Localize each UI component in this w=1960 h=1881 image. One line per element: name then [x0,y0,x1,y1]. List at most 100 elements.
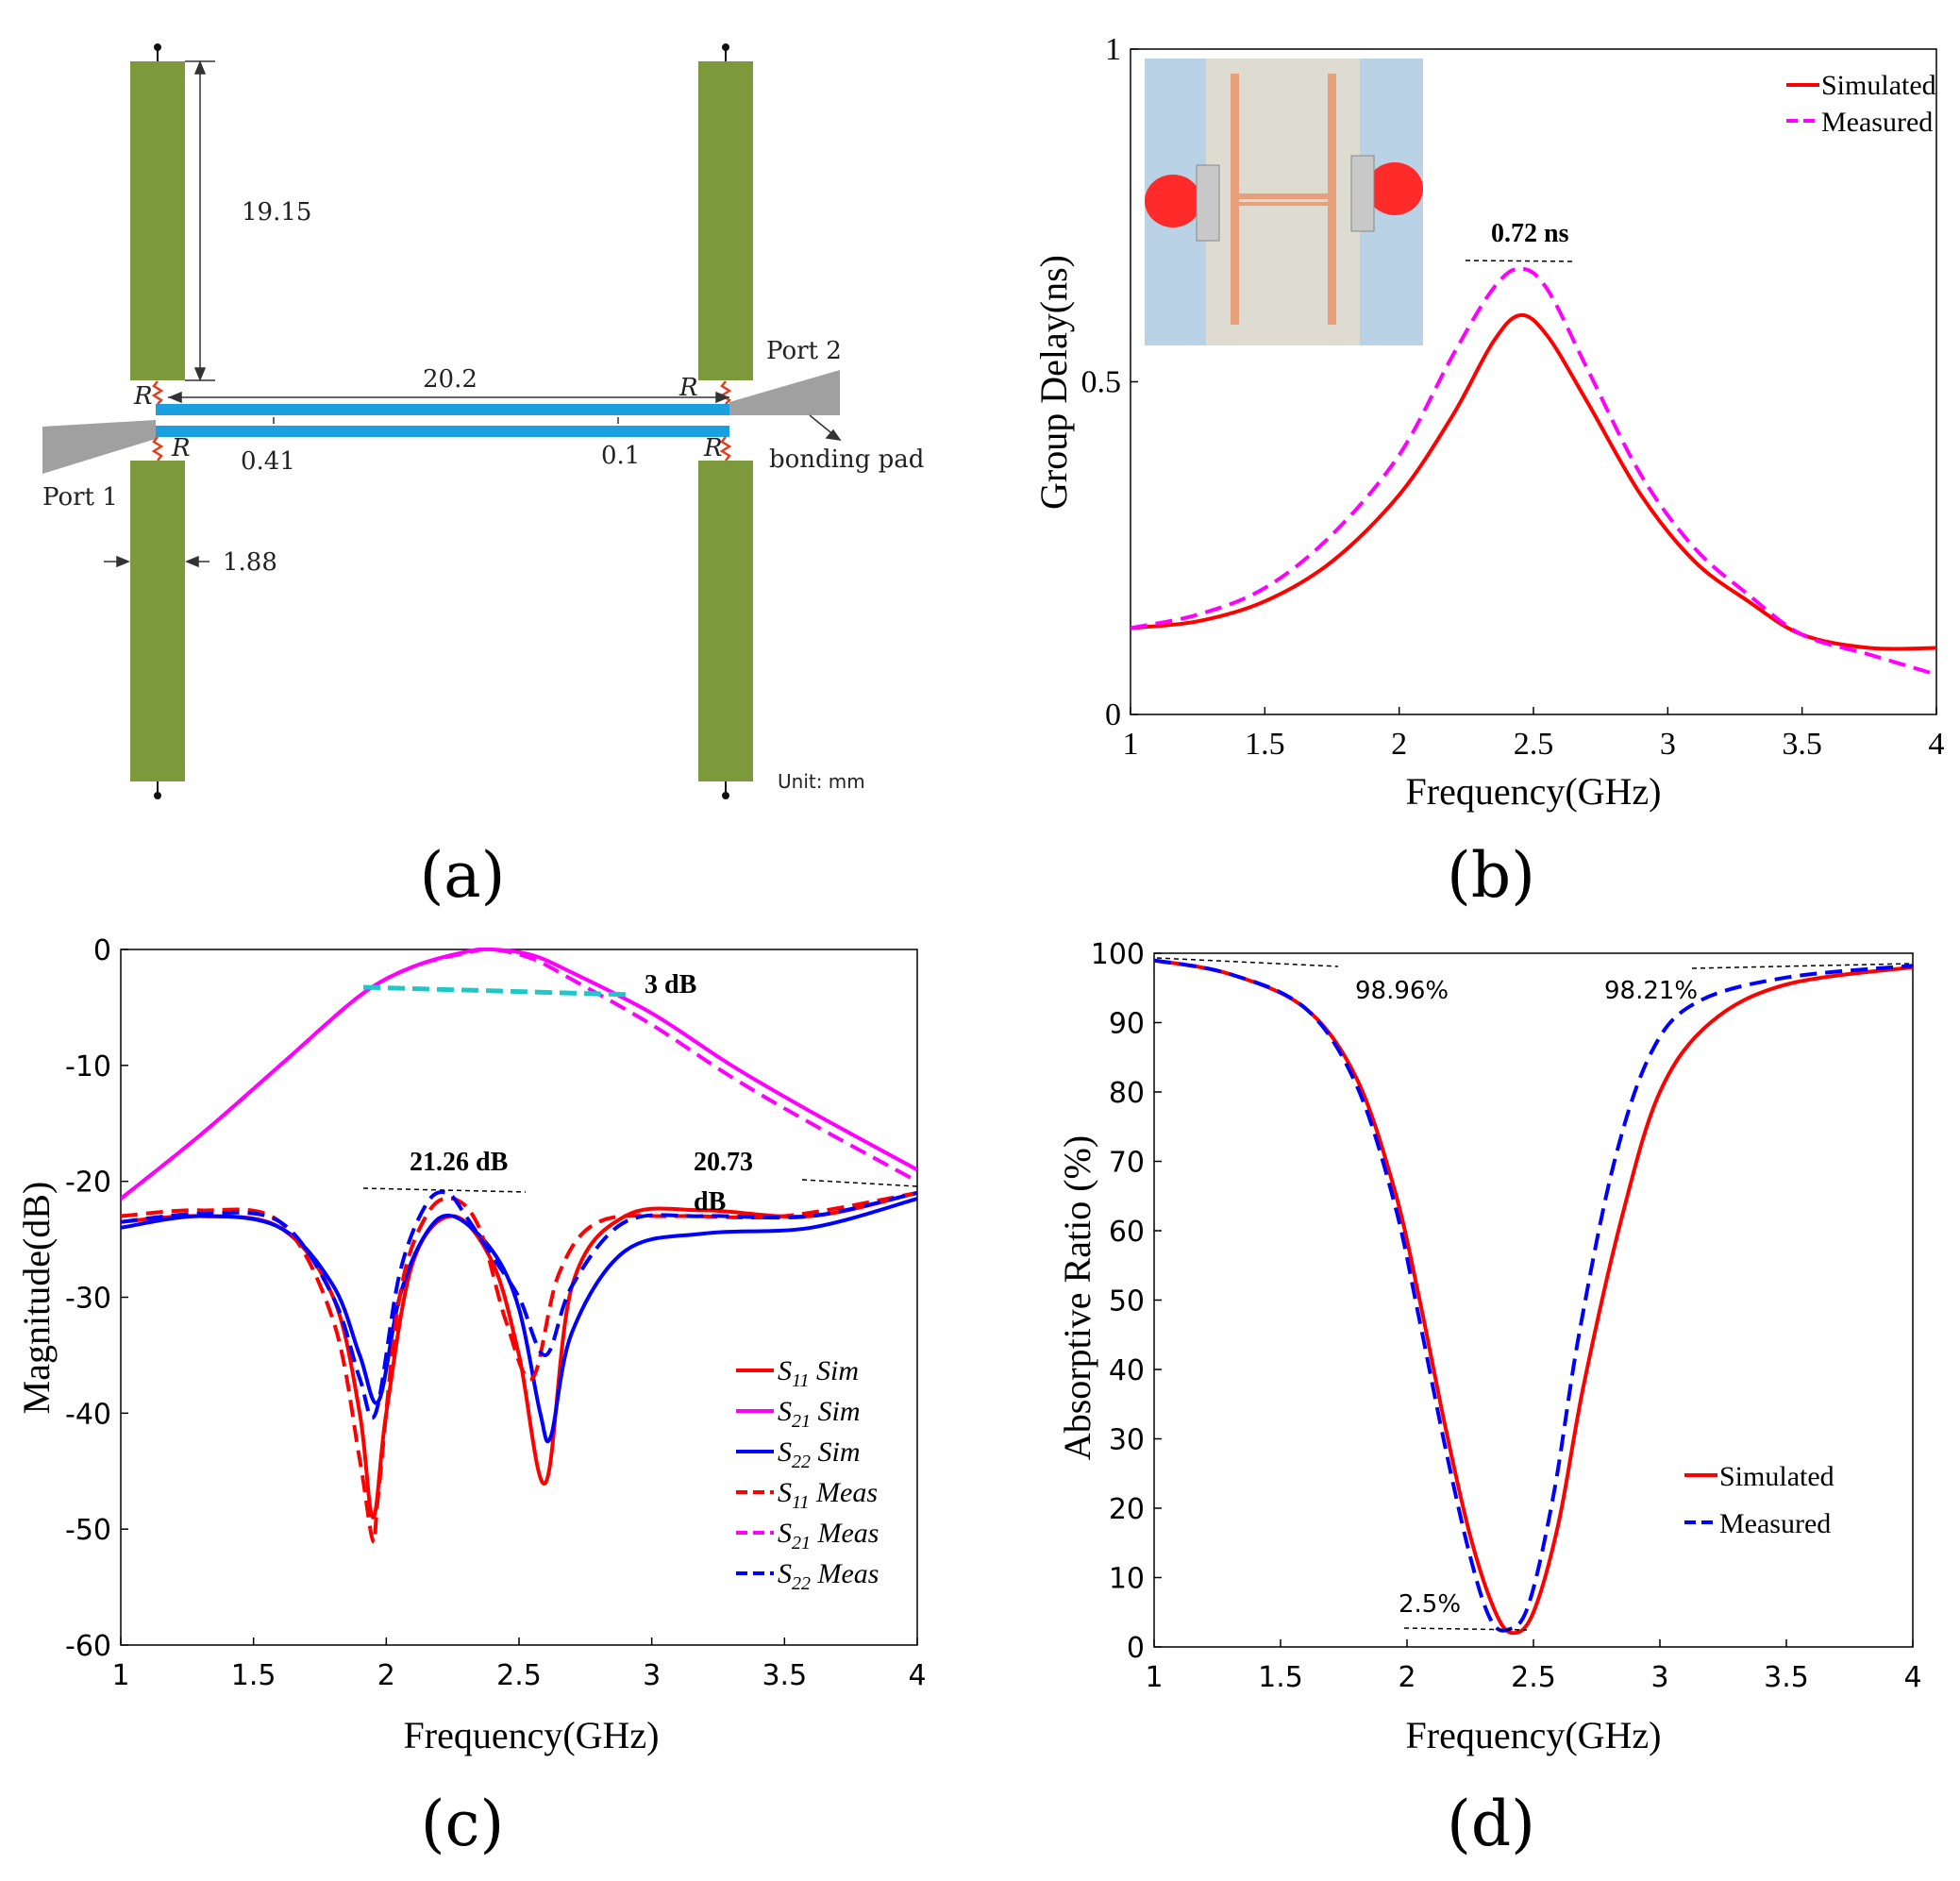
98.21-marker [1691,963,1912,969]
stub-top-right [698,61,753,380]
x-tick-label-d-2: 2 [1398,1661,1416,1694]
port-2-taper [729,370,840,415]
port-1-taper [42,420,156,474]
series-line-b-0 [1131,312,1936,651]
panel-label-a: (a) [420,839,506,912]
legend-d: Simulated Measured [1684,1461,1834,1539]
x-tick-label-d-0: 1 [1145,1661,1163,1694]
x-tick-label-d-3: 2.5 [1511,1661,1556,1694]
series-group-d [1154,958,1913,1636]
port-2-label: Port 2 [766,337,842,365]
y-tick-label-d-4: 40 [1109,1354,1145,1387]
series-line-c-5 [121,1190,917,1420]
annotation-98.21: 98.21% [1604,977,1698,1005]
series-line-c-2 [121,1197,917,1444]
ticks-c: 1 1.5 2 2.5 3 3.5 4 0 -10 -20 -30 -40 -50 -60 [65,934,927,1692]
y-tick-label-d-10: 100 [1091,938,1145,971]
resistor-label-2: R [678,374,698,402]
legend-label-c-4: S21 Meas [778,1518,879,1554]
y-tick-label-b-1: 0.5 [1081,365,1122,400]
plot-frame-d [1153,952,1914,1648]
x-axis-title-d: Frequency(GHz) [1406,1714,1662,1756]
x-tick-label-b-6: 4 [1929,727,1945,762]
legend-label-measured-d: Measured [1719,1508,1831,1539]
x-tick-label-c-3: 2.5 [496,1659,542,1692]
series-line-c-3 [121,1191,917,1544]
x-tick-label-c-5: 3.5 [762,1659,807,1692]
series-line-c-1 [121,948,917,1201]
y-tick-label-c-0: 0 [93,934,111,967]
y-tick-label-d-6: 60 [1109,1216,1145,1249]
series-line-b-1 [1131,266,1936,677]
stub-bottom-right [698,461,753,781]
coupled-line-bottom [156,426,729,437]
photo-connector-right [1366,162,1423,215]
bonding-pad-label: bonding pad [769,445,924,474]
annotation-20.73: 20.73 [694,1148,753,1177]
x-tick-label-b-4: 3 [1660,727,1676,762]
annotation-21.26db: 21.26 dB [410,1148,508,1177]
photo-coupled-line-2 [1234,202,1332,206]
x-tick-label-c-6: 4 [908,1659,926,1692]
stub-top-left [130,61,185,380]
y-tick-label-b-2: 1 [1105,32,1121,67]
port-1-label: Port 1 [42,483,118,512]
resistor-label-4: R [703,434,723,462]
x-tick-label-d-6: 4 [1903,1661,1921,1694]
resistor-label-1: R [133,382,153,411]
photo-inset [1145,59,1423,345]
dim-line-w1: 0.41 [241,447,295,476]
dim-line-length: 20.2 [423,365,477,394]
y-tick-label-d-3: 30 [1109,1424,1145,1457]
filter-layout-diagram: R R R R 19.15 20.2 0.41 0.1 1.88 Por [42,43,924,799]
legend-label-c-3: S11 Meas [778,1477,878,1513]
annotation-98.96: 98.96% [1355,977,1449,1005]
x-tick-label-c-1: 1.5 [231,1659,276,1692]
legend-label-c-2: S22 Sim [778,1436,861,1472]
y-tick-label-d-8: 80 [1109,1077,1145,1110]
y-tick-label-c-6: -60 [65,1630,111,1663]
20db-marker [801,1179,918,1187]
y-axis-title-c: Magnitude(dB) [15,1182,58,1415]
y-tick-label-d-7: 70 [1109,1147,1145,1180]
x-axis-title-c: Frequency(GHz) [404,1714,660,1756]
panel-label-c: (c) [421,1788,504,1860]
s-parameter-chart: 1 1.5 2 2.5 3 3.5 4 0 -10 -20 -30 -40 -50 -60 Frequen… [15,934,927,1756]
y-axis-title-d: Absorptive Ratio (%) [1056,1135,1098,1460]
x-tick-label-b-1: 1.5 [1245,727,1285,762]
panel-label-b: (b) [1447,839,1535,912]
x-tick-label-d-4: 3 [1650,1661,1668,1694]
dim-stub-width: 1.88 [223,548,277,577]
dimension-lines [104,60,842,568]
y-tick-label-b-0: 0 [1105,697,1121,732]
x-tick-label-b-2: 2 [1391,727,1407,762]
x-axis-title-b: Frequency(GHz) [1406,770,1662,813]
group-delay-chart: 1 1.5 2 2.5 3 3.5 4 0 0.5 1 Frequency(GHz) Group … [1032,32,1945,813]
legend-label-c-5: S22 Meas [778,1558,879,1594]
y-tick-label-d-2: 20 [1109,1493,1145,1526]
y-axis-title-b: Group Delay(ns) [1032,255,1075,510]
legend-label-c-1: S21 Sim [778,1396,861,1432]
x-tick-label-c-4: 3 [643,1659,661,1692]
legend-b: Simulated Measured [1786,70,1936,138]
x-tick-label-b-5: 3.5 [1782,727,1822,762]
coupled-line-top [156,404,729,415]
photo-connector-left [1145,175,1201,227]
annotation-0.72ns: 0.72 ns [1491,219,1569,248]
photo-coupled-line-1 [1234,193,1332,199]
dim-stub-length: 19.15 [242,198,311,227]
photo-sma-right [1350,155,1375,232]
legend-c: S11 Sim S21 Sim S22 Sim S11 Meas S21 Meas S22… [736,1355,879,1594]
legend-label-simulated-d: Simulated [1719,1461,1834,1492]
annotation-2.5: 2.5% [1399,1590,1461,1619]
3db-marker [362,984,633,998]
panel-label-d: (d) [1447,1788,1535,1860]
y-tick-label-c-3: -30 [65,1283,111,1316]
annotation-3db: 3 dB [645,970,696,999]
x-tick-label-d-5: 3.5 [1764,1661,1809,1694]
21db-marker [362,1187,527,1193]
series-group-b [1131,266,1936,677]
